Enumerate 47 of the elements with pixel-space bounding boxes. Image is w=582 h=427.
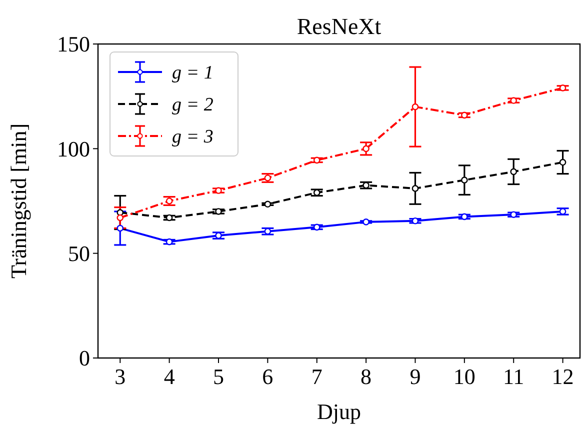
point [116, 224, 124, 232]
x-tick-label: 10 [453, 364, 476, 389]
point [166, 238, 173, 246]
point [264, 174, 272, 182]
y-axis-title: Träningstid [min] [6, 123, 31, 279]
point [461, 176, 468, 184]
point [362, 218, 370, 226]
chart-title: ResNeXt [296, 14, 382, 39]
point [461, 112, 468, 119]
point [412, 185, 419, 192]
y-tick-label: 0 [79, 346, 90, 371]
point [412, 103, 419, 110]
point [166, 214, 173, 222]
x-tick-label: 12 [552, 364, 574, 389]
point [215, 232, 222, 239]
x-tick-label: 3 [114, 364, 126, 389]
point [510, 97, 517, 104]
x-tick-label: 5 [213, 364, 224, 389]
point [166, 198, 173, 204]
x-tick-label: 4 [164, 364, 175, 389]
legend-label: g = 2 [172, 94, 214, 116]
x-tick-label: 11 [503, 364, 524, 389]
x-tick-label: 9 [410, 364, 421, 389]
y-tick-label: 100 [57, 136, 90, 162]
x-tick-label: 6 [262, 364, 274, 389]
point [313, 156, 320, 164]
x-tick-label: 8 [360, 364, 372, 389]
point [559, 84, 566, 92]
point [264, 200, 272, 208]
point [313, 224, 320, 231]
x-axis-title: Djup [317, 399, 361, 424]
point [510, 211, 517, 218]
point [116, 214, 124, 222]
point [215, 208, 222, 215]
point [559, 208, 566, 215]
point [412, 217, 419, 224]
legend-label: g = 3 [172, 126, 214, 148]
point [461, 213, 468, 220]
x-tick-label: 7 [311, 364, 322, 389]
y-tick-label: 150 [57, 32, 90, 57]
point [362, 182, 370, 189]
point [510, 168, 517, 176]
point [215, 187, 222, 194]
point [559, 158, 566, 166]
y-tick-label: 50 [68, 241, 90, 266]
point [362, 145, 370, 152]
legend-label: g = 1 [172, 62, 214, 84]
